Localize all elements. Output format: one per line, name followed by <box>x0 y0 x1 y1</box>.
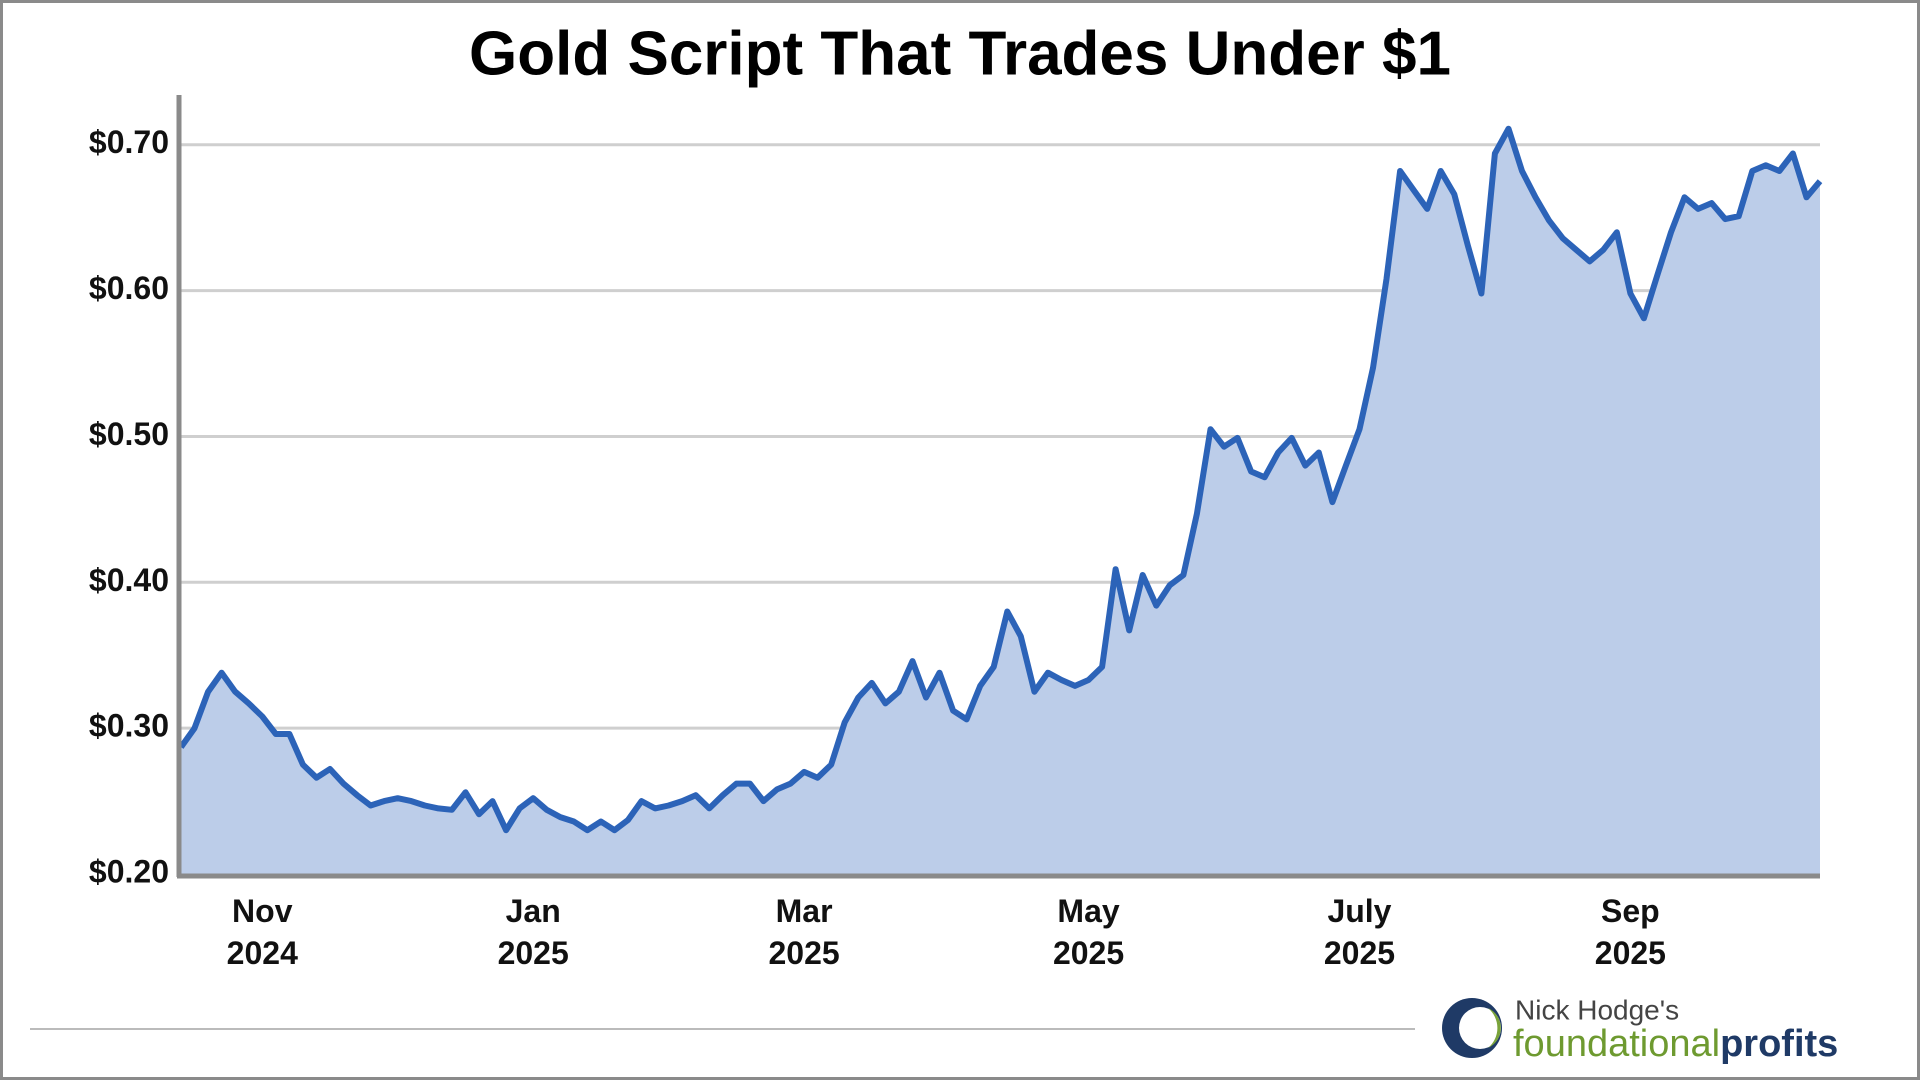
y-tick-label: $0.60 <box>89 270 169 306</box>
chart-title: Gold Script That Trades Under $1 <box>469 19 1451 88</box>
line <box>178 125 1823 834</box>
plot-area: $0.20 $0.30 $0.40 $0.50 $0.60 $0.70 <box>89 95 1823 889</box>
area <box>181 128 1820 874</box>
logo-name: foundationalprofits <box>1513 1023 1838 1065</box>
y-tick-label: $0.50 <box>89 416 169 452</box>
logo-byline: Nick Hodge's <box>1515 994 1679 1025</box>
x-tick-label: Mar 2025 <box>768 893 840 971</box>
logo-icon <box>1442 998 1502 1058</box>
x-tick-label: Sep 2025 <box>1594 893 1666 971</box>
y-tick-label: $0.70 <box>89 124 169 160</box>
x-tick-label: July 2025 <box>1323 893 1396 971</box>
y-tick-label: $0.20 <box>89 853 169 889</box>
y-tick-label: $0.30 <box>89 708 169 744</box>
y-tick-label: $0.40 <box>89 562 169 598</box>
x-tick-label: Nov 2024 <box>226 893 298 971</box>
x-tick-label: Jan 2025 <box>497 893 569 971</box>
logo-word: foundational <box>1513 1023 1720 1065</box>
x-tick-label: May 2025 <box>1052 893 1125 971</box>
logo-word: profits <box>1720 1023 1838 1065</box>
